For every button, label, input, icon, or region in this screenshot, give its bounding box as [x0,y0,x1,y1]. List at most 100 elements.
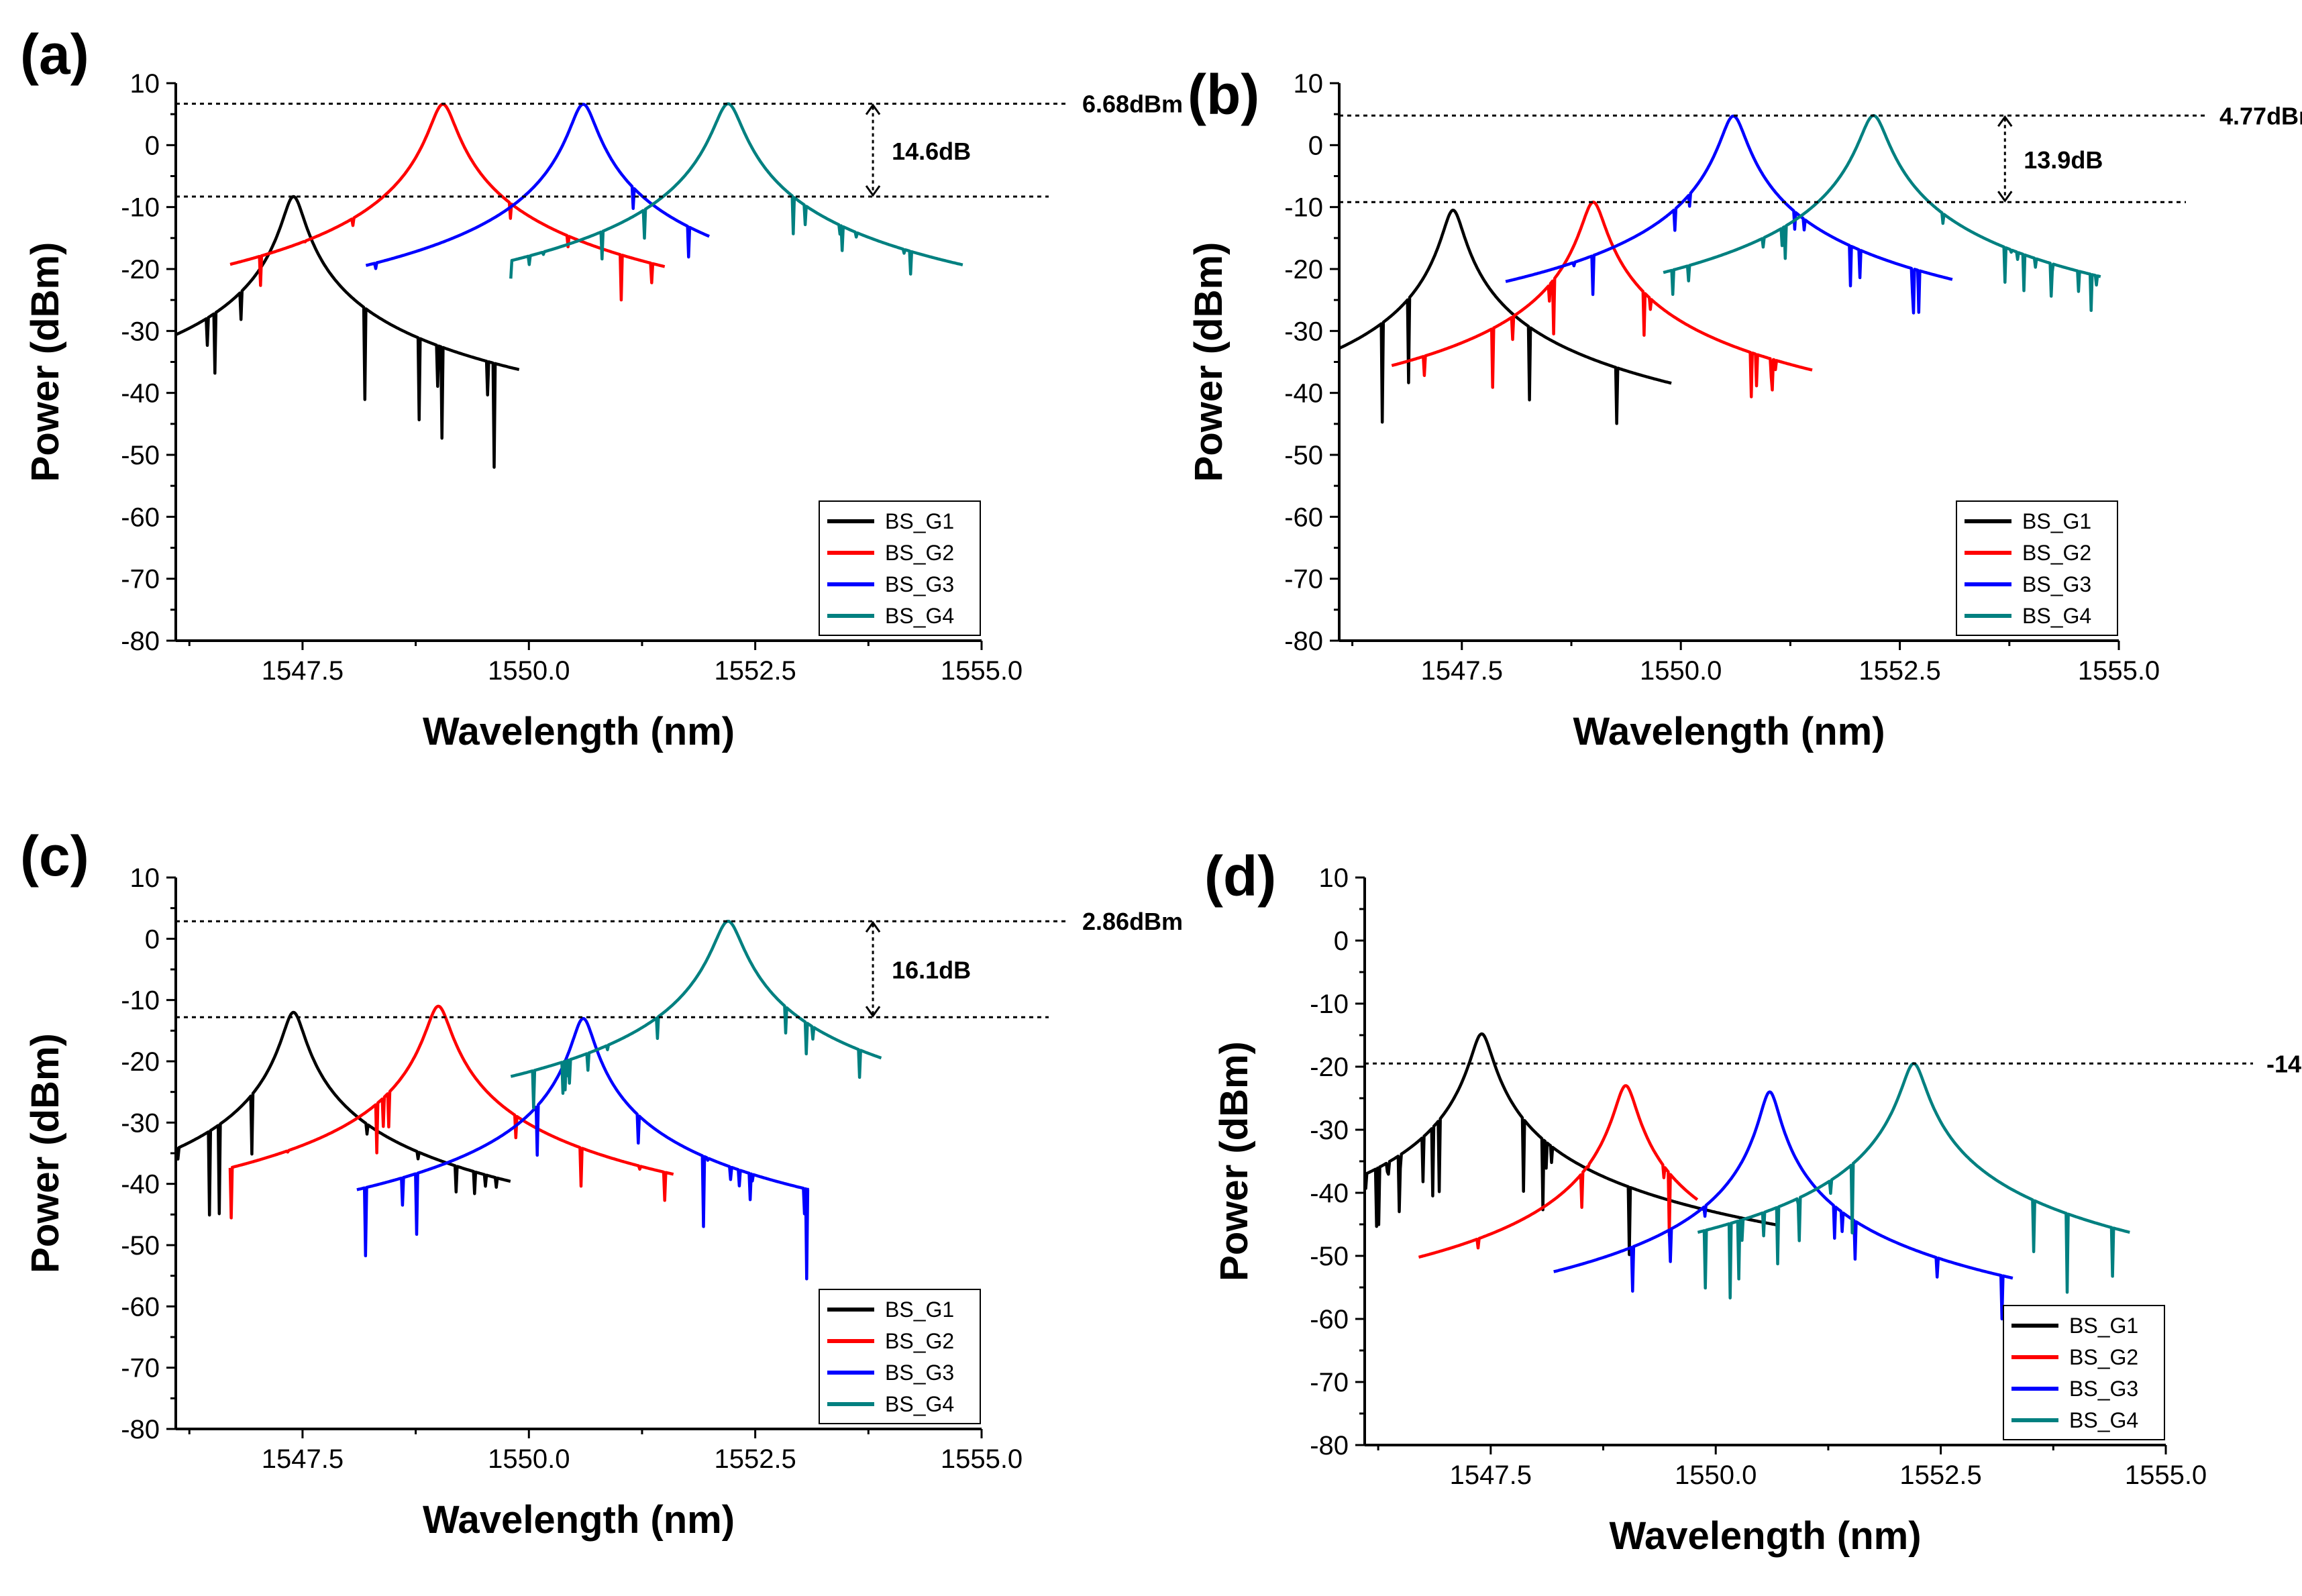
y-tick-label: -20 [121,1047,160,1077]
panel-label: (a) [20,23,89,86]
y-tick-label: -10 [1284,193,1323,223]
legend-label: BS_G3 [2022,572,2091,596]
x-tick-label: 1547.5 [262,656,344,686]
series-bs-g2 [1391,201,1813,398]
legend-box [819,1289,981,1424]
panel-4: (d) -14.79dBm 10 0 -10 -20 -30 -40 -50 -60 -70 -80 1… [1204,845,2302,1558]
series-bs-g2 [228,1004,674,1220]
y-tick-label: 0 [145,924,160,954]
y-tick-label: -60 [1310,1305,1349,1334]
y-tick-label: -40 [1310,1179,1349,1208]
series-bs-g3 [365,103,711,270]
y-tick-label: -50 [121,1231,160,1261]
x-axis-title: Wavelength (nm) [1573,710,1885,753]
y-tick-label: -30 [1310,1116,1349,1145]
y-tick-label: -60 [1284,502,1323,532]
y-tick-label: -60 [121,1292,160,1322]
series-bs-g3 [356,1016,810,1281]
reference-label: 4.77dBm [2219,102,2302,129]
series-bs-g3 [1505,114,1953,315]
series-bs-g1 [1365,1032,1779,1257]
y-axis-title: Power (dBm) [1212,1041,1256,1281]
x-tick-label: 1550.0 [488,656,570,686]
y-tick-label: -10 [121,193,160,223]
legend: BS_G1 BS_G2 BS_G3 BS_G4 [819,1289,981,1424]
legend-label: BS_G1 [885,1297,954,1322]
panel-2: (b) 4.77dBm 13.9dB 10 0 -10 -20 -30 -40 -50 -60 -70… [1187,63,2302,753]
x-tick-label: 1555.0 [941,656,1023,686]
x-tick-label: 1555.0 [2125,1460,2207,1490]
y-tick-label: 10 [1319,863,1349,893]
y-tick-label: -40 [121,1170,160,1200]
y-tick-label: -70 [121,565,160,594]
y-tick-label: -80 [1310,1431,1349,1460]
panel-label: (b) [1188,63,1259,126]
y-tick-label: -80 [121,1415,160,1444]
x-tick-label: 1552.5 [1899,1460,1981,1490]
y-tick-label: -30 [1284,317,1323,346]
series-bs-g2 [1418,1084,1699,1259]
series-bs-g4 [510,919,882,1110]
y-axis-title: Power (dBm) [23,242,67,482]
x-tick-label: 1552.5 [714,1444,796,1474]
y-tick-label: -70 [121,1354,160,1383]
y-tick-label: -20 [121,255,160,284]
y-tick-label: 10 [1294,69,1324,99]
series-group [176,919,882,1281]
legend-label: BS_G3 [885,572,954,596]
panel-label: (d) [1204,845,1276,908]
legend-box [819,500,981,636]
series-bs-g2 [229,103,666,302]
y-tick-label: -80 [121,627,160,656]
delta-label: 14.6dB [892,138,971,165]
x-axis-title: Wavelength (nm) [423,1498,735,1542]
y-tick-label: -30 [121,1108,160,1138]
y-tick-label: -10 [1310,990,1349,1019]
y-tick-label: 0 [145,131,160,160]
legend-label: BS_G2 [885,541,954,565]
delta-arrow-head-top [1997,115,2013,127]
delta-arrow-head-bottom [865,1006,881,1018]
panel-3: (c) 2.86dBm 16.1dB 10 0 -10 -20 -30 -40 -50 -60 -70… [20,824,1183,1542]
series-bs-g4 [1697,1062,2130,1299]
x-tick-label: 1555.0 [2078,656,2160,686]
legend: BS_G1 BS_G2 BS_G3 BS_G4 [1956,500,2118,636]
series-bs-g1 [176,1010,511,1217]
y-tick-label: -70 [1310,1368,1349,1397]
series-bs-g1 [176,195,520,469]
x-tick-label: 1550.0 [488,1444,570,1474]
reference-label: -14.79dBm [2266,1050,2302,1077]
delta-arrow-head-bottom [865,185,881,197]
legend-label: BS_G3 [2069,1377,2138,1401]
x-tick-label: 1555.0 [941,1444,1023,1474]
y-tick-label: -40 [1284,379,1323,409]
reference-label: 6.68dBm [1082,91,1183,118]
series-group [1365,1032,2130,1321]
legend-box [2003,1305,2165,1440]
series-bs-g3 [1553,1090,2013,1321]
y-tick-label: -10 [121,986,160,1016]
delta-arrow-head-top [865,103,881,115]
y-tick-label: 0 [1308,131,1323,160]
y-tick-label: -40 [121,379,160,409]
x-axis-title: Wavelength (nm) [1609,1514,1921,1558]
y-tick-label: 0 [1334,926,1349,956]
x-axis-title: Wavelength (nm) [423,710,735,753]
legend-label: BS_G2 [885,1329,954,1353]
y-tick-label: -50 [1310,1242,1349,1271]
legend-label: BS_G3 [885,1361,954,1385]
y-tick-label: -20 [1284,255,1323,284]
panel-1: (a) 6.68dBm 14.6dB 10 0 -10 -20 -30 -40 -50 -60 -70… [20,23,1183,753]
x-tick-label: 1547.5 [1450,1460,1532,1490]
y-tick-label: -30 [121,317,160,346]
delta-arrow-head-bottom [1997,191,2013,203]
reference-label: 2.86dBm [1082,908,1183,935]
series-group [176,102,963,469]
y-tick-label: -50 [1284,441,1323,470]
legend-box [1956,500,2118,636]
legend-label: BS_G4 [885,604,954,628]
y-tick-label: -70 [1284,565,1323,594]
y-tick-label: -50 [121,441,160,470]
legend-label: BS_G2 [2069,1345,2138,1369]
